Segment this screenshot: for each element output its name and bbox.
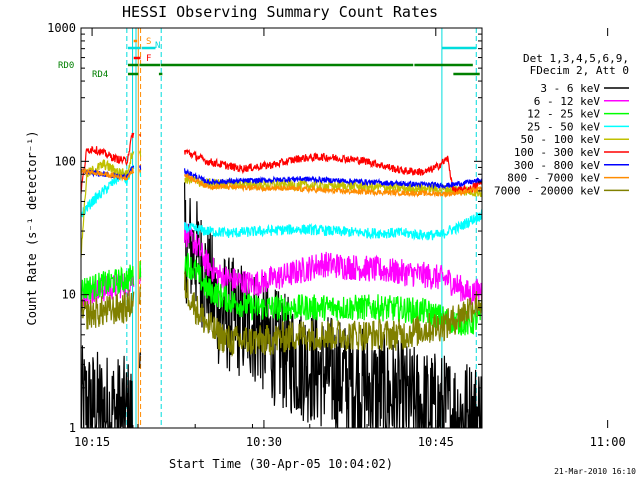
x-tick-label: 11:00: [590, 435, 626, 449]
legend-entry-label: 300 - 800 keV: [514, 159, 600, 172]
series-trace-7000-20000-keV: [81, 271, 482, 358]
y-axis-label: Count Rate (s⁻¹ detector⁻¹): [25, 130, 39, 325]
series-trace-3-6-keV: [81, 182, 482, 428]
y-tick-label: 1000: [47, 21, 76, 35]
plot-area: S NF RD0 RD4: [58, 28, 482, 428]
legend-entry-label: 800 - 7000 keV: [507, 172, 600, 185]
y-tick-label: 1: [69, 421, 76, 435]
y-tick-label: 100: [54, 154, 76, 168]
legend: Det 1,3,4,5,6,9,FDecim 2, Att 0 3 - 6 keV…: [494, 52, 629, 197]
series-trace-50-100-keV: [81, 150, 482, 258]
flag-label-rd4: RD4: [92, 70, 108, 80]
y-tick-label: 10: [62, 288, 76, 302]
plot-frame: [80, 27, 483, 429]
flag-label-s: S: [146, 37, 151, 47]
flag-label-rd0: RD0: [58, 61, 74, 71]
series-trace-100-300-keV: [81, 132, 482, 195]
legend-header-line: Det 1,3,4,5,6,9,: [523, 52, 629, 65]
legend-entry-label: 6 - 12 keV: [534, 95, 601, 108]
legend-entry-label: 7000 - 20000 keV: [494, 184, 600, 197]
series-trace-25-50-keV: [81, 164, 482, 241]
legend-entry-label: 25 - 50 keV: [527, 120, 600, 133]
legend-header-line: FDecim 2, Att 0: [530, 64, 629, 77]
x-axis-label: Start Time (30-Apr-05 10:04:02): [169, 457, 393, 471]
legend-entry-label: 12 - 25 keV: [527, 108, 600, 121]
legend-entry-label: 50 - 100 keV: [521, 133, 601, 146]
plot-timestamp: 21-Mar-2010 16:10: [554, 467, 636, 476]
series-trace-12-25-keV: [81, 252, 482, 336]
x-tick-label: 10:45: [418, 435, 454, 449]
x-tick-label: 10:30: [246, 435, 282, 449]
legend-entry-label: 3 - 6 keV: [540, 82, 600, 95]
x-tick-label: 10:15: [74, 435, 110, 449]
chart-title: HESSI Observing Summary Count Rates: [122, 3, 438, 21]
series-trace-800-7000-keV: [81, 167, 482, 198]
flag-label-n: N: [155, 41, 160, 51]
flag-label-f: F: [146, 54, 151, 64]
legend-entry-label: 100 - 300 keV: [514, 146, 600, 159]
